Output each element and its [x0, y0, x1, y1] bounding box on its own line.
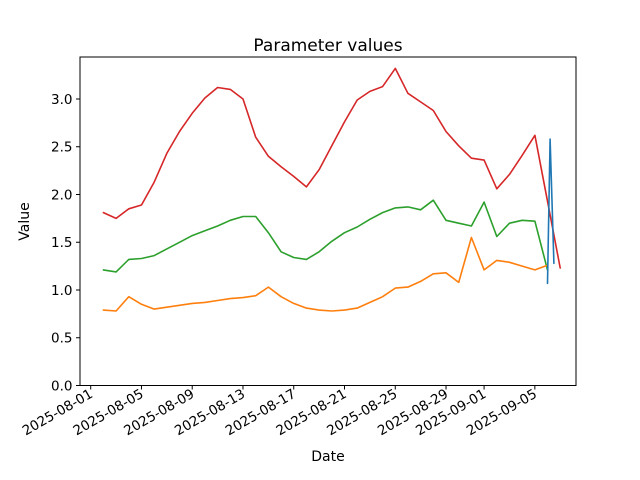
y-tick-label: 1.5 — [51, 235, 72, 251]
y-axis-label: Value — [17, 202, 33, 240]
y-tick-label: 2.5 — [51, 140, 72, 156]
green-line — [102, 199, 549, 273]
y-tick-label: 3.0 — [51, 92, 72, 108]
y-tick-label: 1.0 — [51, 283, 72, 299]
blue-line — [546, 138, 555, 285]
axes-frame — [79, 56, 577, 386]
red-line — [102, 67, 562, 269]
y-tick-label: 0.0 — [51, 378, 72, 394]
y-tick-label: 0.5 — [51, 331, 72, 347]
orange-line — [102, 236, 549, 312]
x-axis-label: Date — [311, 449, 344, 465]
y-tick-label: 2.0 — [51, 187, 72, 203]
chart-title: Parameter values — [253, 36, 402, 56]
